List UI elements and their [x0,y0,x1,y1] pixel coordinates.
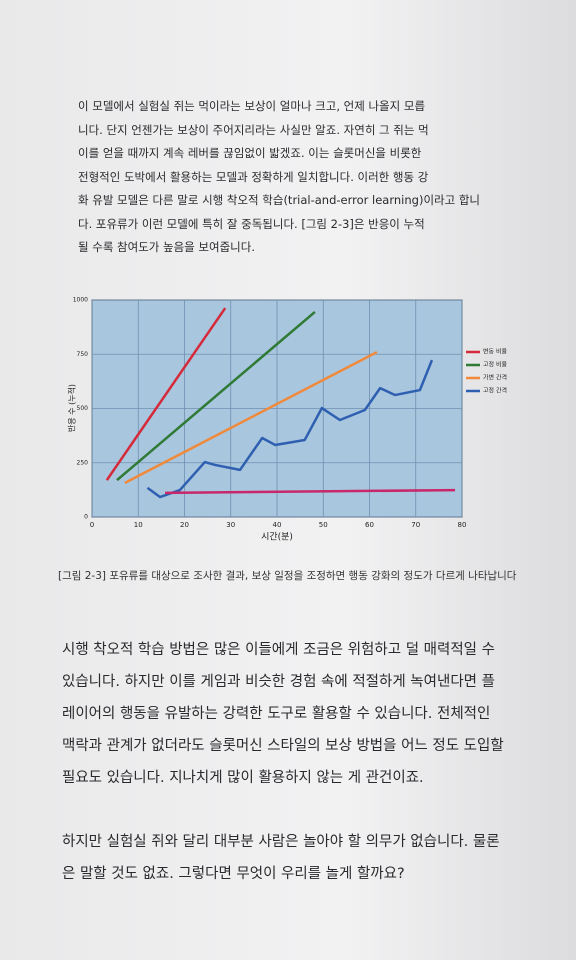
text-line: 다. 포유류가 이런 모델에 특히 잘 중독됩니다. [그림 2-3]은 반응이… [78,216,425,231]
x-tick-label: 20 [180,521,189,529]
figure-caption: [그림 2-3] 포유류를 대상으로 조사한 결과, 보상 일정을 조정하면 행… [58,570,517,582]
x-tick-label: 60 [365,521,374,529]
legend-label: 고정 간격 [483,387,507,395]
text-line: 은 말할 것도 없죠. 그렇다면 무엇이 우리를 놀게 할까요? [62,866,405,882]
text-line: 이 모델에서 실험실 쥐는 먹이라는 보상이 얼마나 크고, 언제 나올지 모릅 [78,99,426,113]
text-line: 레이어의 행동을 유발하는 강력한 도구로 활용할 수 있습니다. 전체적인 [62,706,491,722]
x-tick-label: 50 [319,521,328,529]
x-tick-label: 30 [226,521,235,529]
y-tick-label: 0 [84,514,88,521]
y-axis-label: 반응 수 (누적) [67,384,77,432]
y-tick-label: 250 [77,459,89,466]
text-line: 맥락과 관계가 없더라도 슬롯머신 스타일의 보상 방법을 어느 정도 도입할 [62,738,504,754]
text-line: 이를 얻을 때까지 계속 레버를 끊임없이 밟겠죠. 이는 슬롯머신을 비롯한 [78,146,422,160]
legend-label: 가변 간격 [483,374,507,382]
text-line: 니다. 단지 언젠가는 보상이 주어지리라는 사실만 알죠. 자연히 그 쥐는 … [78,122,429,137]
text-line: 있습니다. 하지만 이를 게임과 비슷한 경험 속에 적절하게 녹여낸다면 플 [62,674,495,690]
x-axis-label: 시간(분) [261,532,293,543]
y-tick-label: 500 [77,405,89,412]
data-line [116,310,316,482]
data-line [165,488,456,495]
data-line [105,307,227,481]
legend-label: 변동 비율 [483,348,507,356]
legend-label: 고정 비율 [483,361,507,369]
text-line: 하지만 실험실 쥐와 달리 대부분 사람은 놀아야 할 의무가 없습니다. 물론 [62,834,500,850]
data-line [146,359,434,499]
x-tick-label: 40 [273,521,282,529]
text-line: 시행 착오적 학습 방법은 많은 이들에게 조금은 위험하고 덜 매력적일 수 [62,642,495,658]
x-tick-label: 70 [411,521,420,529]
x-tick-label: 10 [134,521,143,529]
text-line: 화 유발 모델은 다른 말로 시행 착오적 학습(trial-and-error… [78,193,480,207]
x-tick-label: 0 [90,521,94,529]
text-line: 될 수록 참여도가 높음을 보여줍니다. [78,240,255,254]
data-line [124,350,378,485]
x-tick-label: 80 [458,521,467,529]
y-tick-label: 750 [77,351,89,358]
text-line: 전형적인 도박에서 활용하는 모델과 정확하게 일치합니다. 이러한 행동 강 [78,169,429,184]
y-tick-label: 1000 [73,297,88,304]
text-line: 필요도 있습니다. 지나치게 많이 활용하지 않는 게 관건이죠. [62,770,424,786]
